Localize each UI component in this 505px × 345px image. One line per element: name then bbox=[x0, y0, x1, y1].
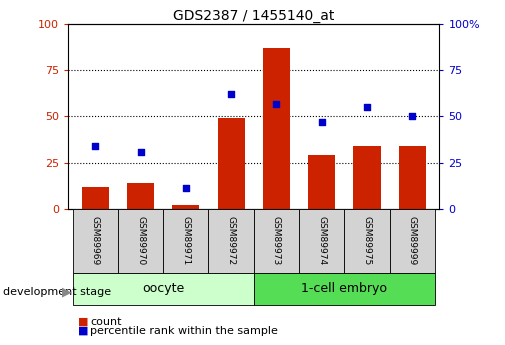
Text: GSM89969: GSM89969 bbox=[91, 216, 100, 265]
FancyBboxPatch shape bbox=[209, 209, 254, 273]
Text: 1-cell embryo: 1-cell embryo bbox=[301, 283, 387, 295]
FancyBboxPatch shape bbox=[118, 209, 163, 273]
FancyBboxPatch shape bbox=[163, 209, 209, 273]
Text: development stage: development stage bbox=[3, 287, 111, 296]
Point bbox=[182, 186, 190, 191]
FancyBboxPatch shape bbox=[254, 273, 435, 305]
FancyBboxPatch shape bbox=[73, 273, 254, 305]
Bar bbox=[218, 118, 245, 209]
Bar bbox=[172, 205, 199, 209]
Text: GSM89971: GSM89971 bbox=[181, 216, 190, 265]
Point bbox=[91, 143, 99, 149]
Point bbox=[363, 105, 371, 110]
FancyBboxPatch shape bbox=[299, 209, 344, 273]
Text: count: count bbox=[90, 317, 121, 326]
FancyBboxPatch shape bbox=[254, 209, 299, 273]
Text: percentile rank within the sample: percentile rank within the sample bbox=[90, 326, 278, 335]
Title: GDS2387 / 1455140_at: GDS2387 / 1455140_at bbox=[173, 9, 334, 23]
Point bbox=[408, 114, 416, 119]
Text: oocyte: oocyte bbox=[142, 283, 184, 295]
Text: ■: ■ bbox=[78, 326, 89, 335]
Point bbox=[318, 119, 326, 125]
Text: ▶: ▶ bbox=[62, 286, 71, 299]
Text: GSM89973: GSM89973 bbox=[272, 216, 281, 265]
Bar bbox=[354, 146, 380, 209]
Point bbox=[136, 149, 144, 154]
FancyBboxPatch shape bbox=[73, 209, 118, 273]
Text: GSM89999: GSM89999 bbox=[408, 216, 417, 265]
Text: ■: ■ bbox=[78, 317, 89, 326]
Text: GSM89974: GSM89974 bbox=[317, 216, 326, 265]
Bar bbox=[263, 48, 290, 209]
Bar bbox=[398, 146, 426, 209]
Text: GSM89970: GSM89970 bbox=[136, 216, 145, 265]
Bar bbox=[82, 187, 109, 209]
FancyBboxPatch shape bbox=[344, 209, 389, 273]
Bar bbox=[127, 183, 154, 209]
Text: GSM89975: GSM89975 bbox=[363, 216, 371, 265]
Bar bbox=[308, 155, 335, 209]
Point bbox=[227, 91, 235, 97]
FancyBboxPatch shape bbox=[389, 209, 435, 273]
Point bbox=[272, 101, 280, 106]
Text: GSM89972: GSM89972 bbox=[227, 216, 236, 265]
